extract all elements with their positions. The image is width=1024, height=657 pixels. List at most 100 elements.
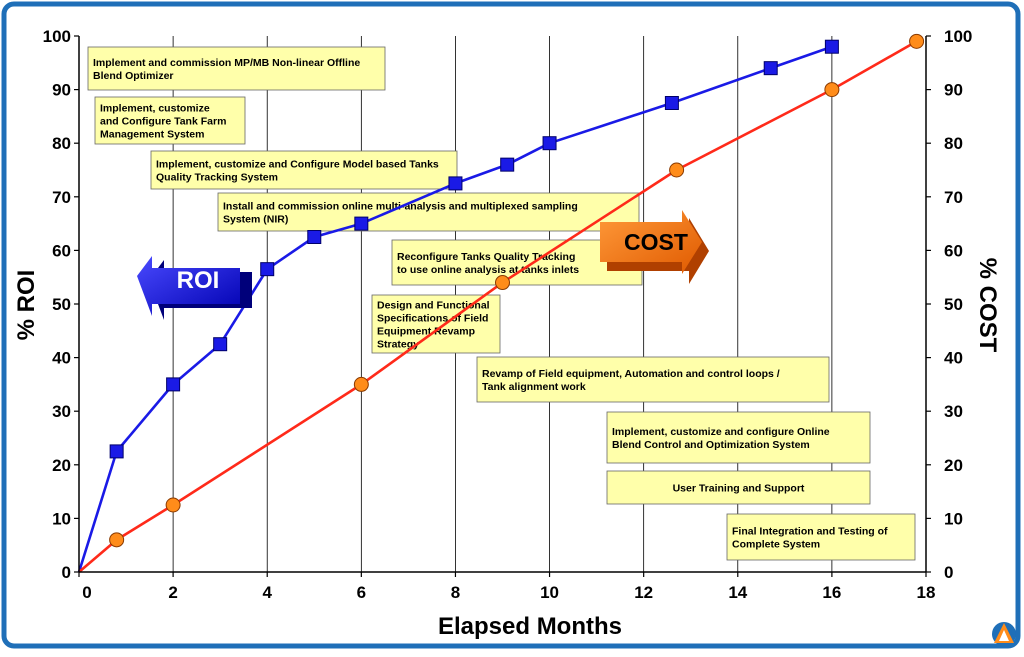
y-tick-label-left: 10 (52, 509, 71, 528)
annotation-box-bg (371, 294, 501, 354)
y-axis-title-left: % ROI (13, 270, 40, 341)
annotation-text: Specifications of Field (377, 313, 488, 325)
roi-point (307, 230, 322, 244)
y-tick-label-left: 0 (62, 563, 71, 582)
annotation-text: Equipment Revamp (377, 326, 475, 338)
roi-point (166, 377, 181, 392)
annotation-text: Blend Control and Optimization System (612, 439, 810, 451)
y-tick-label-right: 40 (944, 349, 963, 368)
annotation-box-bg (606, 411, 871, 464)
annotation-text: Strategy (377, 339, 419, 351)
roi-point (500, 157, 515, 172)
y-tick-label-left: 50 (52, 295, 71, 314)
cost-point (669, 162, 685, 178)
annotation-box-bg (476, 356, 830, 403)
cost-arrow: COST (600, 210, 709, 284)
x-tick-label: 18 (917, 583, 936, 602)
series-layer (77, 33, 925, 573)
annotation-box: Implement, customize and Configure Model… (150, 150, 458, 190)
cost-arrow-label: COST (624, 229, 688, 255)
roi-point (542, 136, 557, 151)
annotation-text: Design and Functional (377, 300, 490, 312)
annotation-text: Management System (100, 129, 204, 141)
annotation-text: Implement, customize and configure Onlin… (612, 426, 830, 438)
annotation-text: User Training and Support (673, 483, 805, 495)
roi-arrow-label: ROI (177, 267, 220, 294)
annotation-box: Implement and commission MP/MB Non-linea… (87, 46, 386, 91)
x-tick-label: 14 (728, 583, 747, 602)
annotation-text: Revamp of Field equipment, Automation an… (482, 368, 780, 380)
y-tick-label-right: 50 (944, 295, 963, 314)
roi-point (260, 262, 275, 277)
x-tick-label: 4 (262, 583, 272, 602)
cost-point (109, 532, 125, 548)
roi-point (109, 444, 124, 459)
y-tick-label-left: 30 (52, 402, 71, 421)
y-tick-label-left: 20 (52, 456, 71, 475)
annotation-box-bg (606, 470, 871, 505)
annotation-text: Implement, customize and Configure Model… (156, 159, 439, 171)
y-tick-label-right: 0 (944, 563, 953, 582)
cost-point (165, 497, 181, 513)
y-tick-label-left: 80 (52, 134, 71, 153)
y-tick-label-right: 70 (944, 188, 963, 207)
roi-point (213, 337, 228, 352)
roi-point (763, 61, 778, 76)
annotation-box-bg (217, 192, 640, 232)
annotation-text: Quality Tracking System (156, 172, 278, 184)
x-tick-label: 2 (168, 583, 177, 602)
y-tick-label-right: 10 (944, 509, 963, 528)
y-tick-label-right: 60 (944, 241, 963, 260)
y-tick-label-right: 90 (944, 81, 963, 100)
y-tick-label-left: 40 (52, 349, 71, 368)
annotation-text: Tank alignment work (482, 381, 586, 393)
x-axis-title: Elapsed Months (438, 613, 622, 640)
cost-point (495, 275, 510, 291)
annotations: Implement and commission MP/MB Non-linea… (87, 46, 916, 561)
annotation-text: Implement and commission MP/MB Non-linea… (93, 57, 360, 69)
company-logo-icon (992, 622, 1016, 646)
x-tick-label: 0 (82, 583, 91, 602)
annotation-text: to use online analysis at tanks inlets (397, 264, 579, 276)
annotation-box: Implement, customize and configure Onlin… (606, 411, 871, 464)
annotation-box-bg (87, 46, 386, 91)
y-tick-label-left: 70 (52, 188, 71, 207)
y-tick-label-left: 60 (52, 241, 71, 260)
y-tick-label-left: 90 (52, 81, 71, 100)
roi-point (354, 216, 369, 231)
series-line-cost (78, 40, 918, 573)
annotation-text: Blend Optimizer (93, 70, 174, 82)
y-tick-label-left: 100 (43, 27, 71, 46)
annotation-box-bg (94, 96, 246, 145)
annotation-text: Reconfigure Tanks Quality Tracking (397, 251, 575, 263)
roi-point (448, 176, 463, 191)
roi-arrow: ROI (137, 256, 252, 320)
y-axis-title-right: % COST (974, 258, 1001, 353)
cost-point (824, 82, 840, 98)
cost-point (909, 33, 925, 49)
y-tick-label-right: 80 (944, 134, 963, 153)
y-tick-label-right: 30 (944, 402, 963, 421)
annotation-box: Revamp of Field equipment, Automation an… (476, 356, 830, 403)
annotation-box: User Training and Support (606, 470, 871, 505)
x-tick-label: 8 (451, 583, 460, 602)
cost-point (353, 376, 369, 392)
x-tick-label: 16 (822, 583, 841, 602)
x-tick-label: 12 (634, 583, 653, 602)
annotation-box: Install and commission online multi-anal… (217, 192, 640, 232)
y-tick-label-right: 20 (944, 456, 963, 475)
annotation-box-bg (150, 150, 458, 190)
roi-point (824, 39, 839, 54)
annotation-text: and Configure Tank Farm (100, 116, 226, 128)
annotation-text: Implement, customize (100, 103, 210, 115)
annotation-text: Final Integration and Testing of (732, 526, 888, 538)
annotation-text: System (NIR) (223, 214, 288, 226)
x-tick-label: 6 (357, 583, 366, 602)
annotation-box-bg (726, 513, 916, 561)
annotation-text: Complete System (732, 539, 820, 551)
